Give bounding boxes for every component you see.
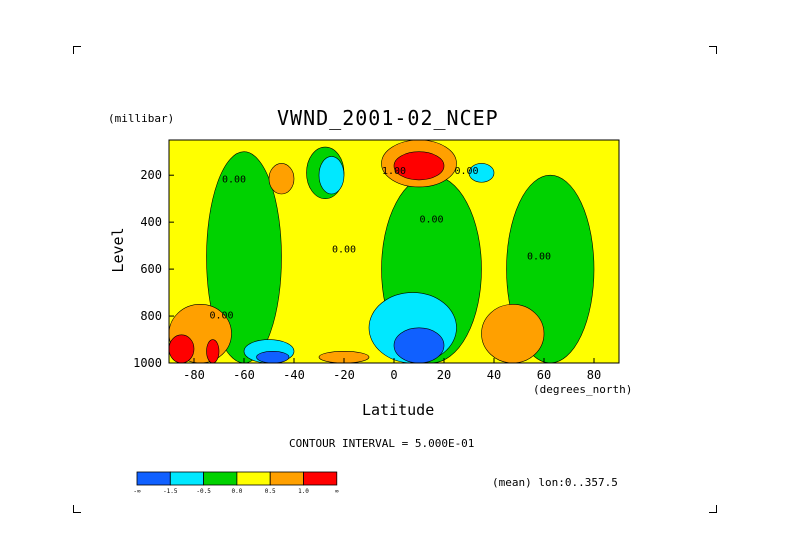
x-tick-label: 20 [437,368,451,382]
contour-label: 0.00 [222,174,246,185]
contour-region-cyan [318,156,345,195]
corner-mark-top-left [73,46,81,54]
x-tick-label: -80 [183,368,205,382]
colorbar-label: 0.5 [265,488,276,495]
y-tick-label: 200 [140,168,162,182]
x-tick-label: 40 [487,368,501,382]
y-tick-label: 800 [140,309,162,323]
colorbar-swatch [136,471,171,486]
contour-region-orange [481,304,545,363]
contour-label: 0.00 [419,215,443,226]
contour-region-blue [256,350,290,363]
contour-region-orange [268,163,295,195]
contour-region-red [206,339,220,363]
corner-mark-bottom-right [709,505,717,513]
corner-mark-bottom-left [73,505,81,513]
colorbar-swatch [203,471,238,486]
colorbar-swatch [269,471,304,486]
axes: -80 -60 -40 -20 0 20 40 60 80 200 400 600 800 1000 [133,168,601,382]
colorbar-label: ∞ [335,488,339,495]
contour-label: 1.00 [382,166,406,177]
y-tick-label: 1000 [133,356,162,370]
x-tick-label: 80 [587,368,601,382]
y-tick-label: 400 [140,215,162,229]
mean-longitude-text: (mean) lon:0..357.5 [492,476,618,489]
x-tick-label: -60 [233,368,255,382]
contour-region-red [169,334,195,363]
colorbar-swatch [303,471,338,486]
contour-interval-text: CONTOUR INTERVAL = 5.000E-01 [289,437,475,450]
x-tick-label: -40 [283,368,305,382]
colorbar: -∞ -1.5 -0.5 0.0 0.5 1.0 ∞ [133,471,339,495]
contour-label: 0.00 [209,310,233,321]
x-tick-label: 0 [390,368,397,382]
plot-area: 0.00 1.00 0.00 0.00 0.00 0.00 0.00 [169,140,619,363]
contour-label: 0.00 [454,166,478,177]
x-axis-label: Latitude [362,401,435,419]
colorbar-swatch [236,471,271,486]
contour-region-cyan [468,163,495,183]
contour-label: 0.00 [332,245,356,256]
y-unit-label: (millibar) [108,112,175,125]
colorbar-label: -1.5 [163,488,178,495]
contour-region-orange [318,350,370,363]
colorbar-swatch [169,471,205,486]
colorbar-label: 1.0 [298,488,309,495]
x-tick-label: 60 [537,368,551,382]
contour-region-red [393,151,445,181]
y-tick-label: 600 [140,262,162,276]
colorbar-label: -0.5 [196,488,211,495]
contour-label: 0.00 [527,252,551,263]
x-tick-label: -20 [333,368,355,382]
chart-title: VWND_2001-02_NCEP [277,106,499,130]
corner-mark-top-right [709,46,717,54]
x-unit-label: (degrees_north) [533,383,633,396]
colorbar-label: 0.0 [231,488,242,495]
colorbar-label: -∞ [133,488,141,495]
contour-region-blue [393,327,445,363]
